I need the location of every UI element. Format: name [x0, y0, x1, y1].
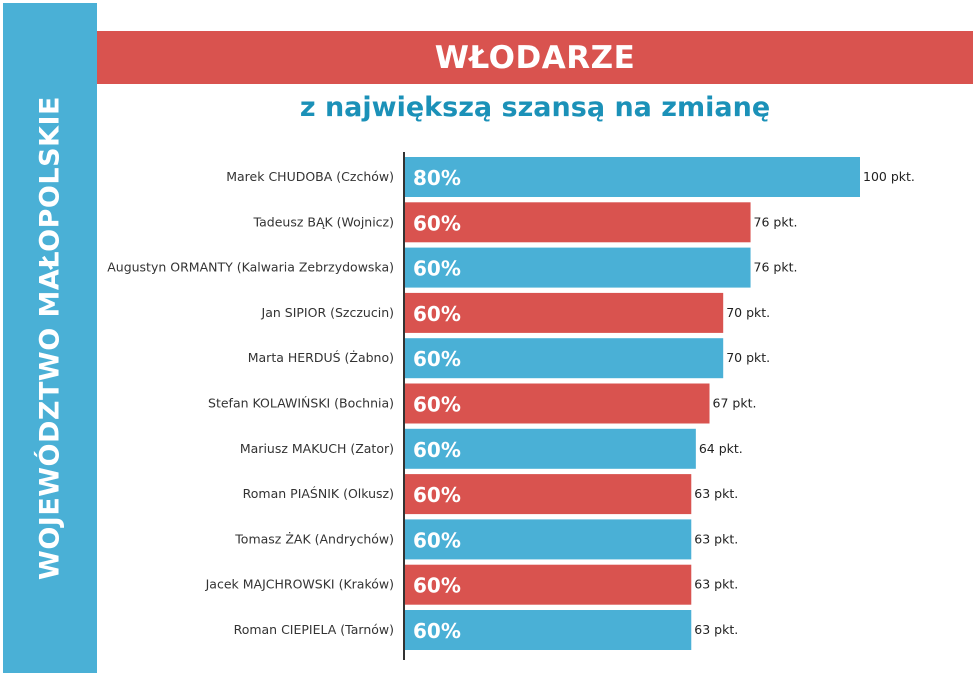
value-label: 64 pkt.: [699, 441, 743, 456]
category-label: Roman CIEPIELA (Tarnów): [234, 622, 394, 637]
category-label: Tomasz ŻAK (Andrychów): [234, 531, 394, 546]
bar: [404, 292, 724, 333]
bar: [404, 564, 692, 605]
value-label: 67 pkt.: [713, 396, 757, 411]
percent-label: 60%: [413, 483, 461, 507]
percent-label: 60%: [413, 347, 461, 371]
bar: [404, 383, 710, 424]
percent-label: 60%: [413, 528, 461, 552]
bar: [404, 519, 692, 560]
category-label: Tadeusz BĄK (Wojnicz): [253, 214, 394, 229]
category-label: Roman PIAŚNIK (Olkusz): [243, 486, 394, 501]
percent-label: 60%: [413, 211, 461, 235]
value-label: 70 pkt.: [726, 305, 770, 320]
percent-label: 60%: [413, 619, 461, 643]
value-label: 63 pkt.: [694, 531, 738, 546]
bar: [404, 428, 696, 469]
category-label: Jan SIPIOR (Szczucin): [261, 305, 394, 320]
value-label: 70 pkt.: [726, 350, 770, 365]
category-label: Jacek MAJCHROWSKI (Kraków): [205, 577, 394, 592]
bar: [404, 157, 860, 197]
bar: [404, 474, 692, 515]
category-label: Mariusz MAKUCH (Zator): [240, 441, 394, 456]
value-label: 100 pkt.: [863, 169, 915, 184]
value-label: 76 pkt.: [754, 260, 798, 275]
percent-label: 60%: [413, 302, 461, 326]
bars-group: Marek CHUDOBA (Czchów) 80% 100 pkt. Tadeusz…: [107, 157, 915, 650]
percent-label: 60%: [413, 393, 461, 417]
category-label: Augustyn ORMANTY (Kalwaria Zebrzydowska): [107, 260, 394, 275]
value-label: 63 pkt.: [694, 577, 738, 592]
bar: [404, 610, 692, 650]
category-label: Stefan KOLAWIŃSKI (Bochnia): [208, 396, 394, 411]
bar: [404, 247, 751, 288]
value-label: 63 pkt.: [694, 486, 738, 501]
percent-label: 60%: [413, 438, 461, 462]
chart-subtitle: z największą szansą na zmianę: [299, 92, 771, 123]
title-bar: WŁODARZE: [97, 31, 973, 84]
side-band: WOJEWÓDZTWO MAŁOPOLSKIE: [3, 3, 97, 673]
category-label: Marta HERDUŚ (Żabno): [248, 350, 394, 365]
percent-label: 60%: [413, 257, 461, 281]
bar: [404, 202, 751, 243]
value-label: 63 pkt.: [694, 622, 738, 637]
percent-label: 60%: [413, 574, 461, 598]
chart-title: WŁODARZE: [434, 39, 636, 76]
percent-label: 80%: [413, 166, 461, 190]
bar: [404, 338, 724, 379]
value-label: 76 pkt.: [754, 214, 798, 229]
category-label: Marek CHUDOBA (Czchów): [226, 169, 394, 184]
